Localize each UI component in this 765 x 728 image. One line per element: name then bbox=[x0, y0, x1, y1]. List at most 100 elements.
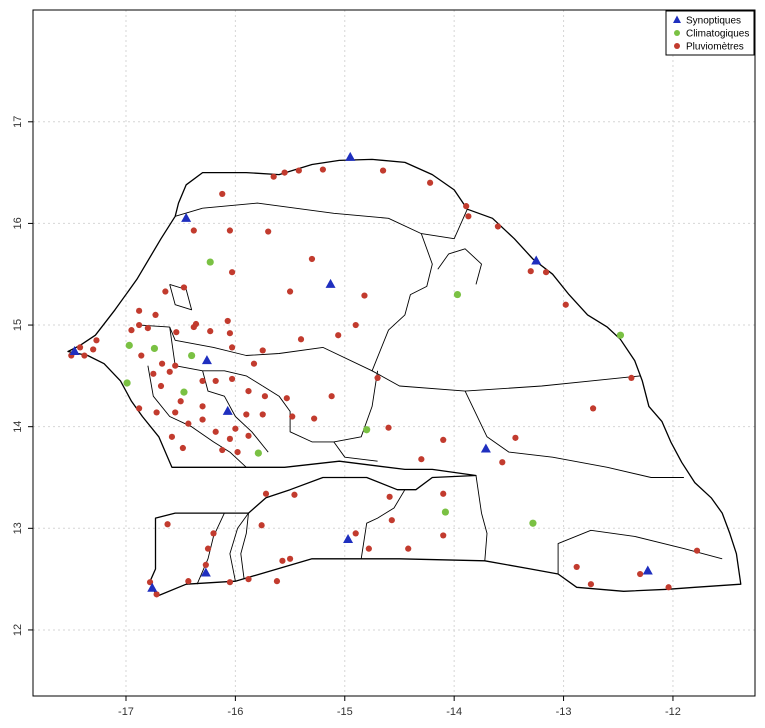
station-pluviometres bbox=[286, 288, 294, 295]
station-pluviometres bbox=[374, 374, 381, 381]
y-tick-label: 17 bbox=[12, 116, 24, 128]
legend-marker bbox=[673, 15, 681, 23]
station-pluviometres bbox=[226, 579, 234, 586]
station-synoptiques bbox=[201, 355, 212, 365]
station-pluviometres bbox=[465, 213, 472, 220]
region-boundary bbox=[147, 365, 247, 468]
station-pluviometres bbox=[527, 268, 534, 275]
station-pluviometres bbox=[199, 403, 206, 410]
station-pluviometres bbox=[440, 436, 447, 443]
station-pluviometres bbox=[207, 328, 214, 335]
station-pluviometres bbox=[291, 491, 298, 498]
station-pluviometres bbox=[587, 581, 595, 588]
x-tick-label: -12 bbox=[665, 706, 681, 718]
station-climatogiques bbox=[188, 351, 196, 360]
station-pluviometres bbox=[427, 179, 434, 186]
station-pluviometres bbox=[270, 173, 277, 180]
station-pluviometres bbox=[311, 415, 318, 422]
region-boundary bbox=[229, 512, 249, 582]
station-pluviometres bbox=[234, 448, 241, 456]
station-pluviometres bbox=[562, 301, 569, 308]
station-pluviometres bbox=[308, 255, 316, 263]
legend-marker bbox=[674, 43, 680, 49]
station-climatogiques bbox=[441, 508, 450, 516]
station-pluviometres bbox=[245, 388, 252, 395]
station-pluviometres bbox=[273, 578, 281, 585]
station-pluviometres bbox=[190, 227, 197, 234]
station-pluviometres bbox=[228, 269, 236, 276]
station-pluviometres bbox=[166, 368, 173, 375]
station-pluviometres bbox=[265, 228, 272, 235]
station-pluviometres bbox=[212, 377, 219, 385]
station-pluviometres bbox=[212, 428, 219, 435]
station-climatogiques bbox=[363, 426, 371, 434]
station-synoptiques bbox=[531, 255, 542, 265]
station-pluviometres bbox=[162, 288, 169, 295]
station-climatogiques bbox=[180, 388, 188, 396]
station-pluviometres bbox=[164, 521, 171, 528]
legend-label: Synoptiques bbox=[686, 16, 741, 27]
x-tick-label: -14 bbox=[446, 706, 462, 718]
station-pluviometres bbox=[138, 352, 145, 359]
region-boundary bbox=[169, 283, 193, 311]
station-pluviometres bbox=[210, 530, 217, 537]
station-pluviometres bbox=[259, 411, 266, 418]
station-pluviometres bbox=[128, 327, 135, 334]
station-pluviometres bbox=[144, 325, 151, 332]
station-pluviometres bbox=[202, 561, 209, 568]
station-pluviometres bbox=[146, 579, 154, 586]
station-pluviometres bbox=[328, 393, 335, 400]
station-pluviometres bbox=[440, 490, 447, 497]
y-tick-label: 14 bbox=[12, 421, 24, 433]
station-pluviometres bbox=[93, 337, 100, 344]
station-pluviometres bbox=[405, 545, 412, 552]
station-pluviometres bbox=[297, 336, 305, 343]
stations bbox=[68, 151, 701, 598]
station-pluviometres bbox=[136, 321, 143, 329]
station-pluviometres bbox=[573, 563, 580, 571]
station-climatogiques bbox=[150, 344, 159, 353]
station-synoptiques bbox=[200, 567, 211, 577]
station-synoptiques bbox=[69, 345, 80, 355]
x-tick-label: -16 bbox=[227, 706, 243, 718]
station-pluviometres bbox=[512, 434, 519, 441]
station-climatogiques bbox=[206, 258, 214, 266]
station-pluviometres bbox=[173, 329, 180, 336]
legend-marker bbox=[674, 30, 680, 36]
station-synoptiques bbox=[343, 533, 354, 543]
y-tick-label: 16 bbox=[12, 217, 24, 229]
station-climatogiques bbox=[453, 290, 462, 299]
station-pluviometres bbox=[352, 321, 359, 329]
station-climatogiques bbox=[529, 519, 537, 527]
station-synoptiques bbox=[642, 565, 653, 575]
region-boundary bbox=[464, 390, 684, 478]
station-climatogiques bbox=[123, 379, 131, 387]
axes: -17 -16 -15 -14 -13 -12 12 13 14 15 16 17 bbox=[12, 116, 681, 718]
region-boundary bbox=[175, 207, 203, 217]
station-pluviometres bbox=[172, 409, 179, 416]
station-pluviometres bbox=[440, 532, 447, 539]
station-pluviometres bbox=[245, 432, 252, 439]
station-pluviometres bbox=[153, 409, 160, 416]
region-boundary bbox=[202, 370, 269, 453]
station-pluviometres bbox=[352, 530, 359, 537]
station-pluviometres bbox=[81, 352, 88, 359]
station-pluviometres bbox=[289, 413, 296, 420]
region-boundary bbox=[557, 529, 723, 574]
station-pluviometres bbox=[76, 344, 84, 351]
station-pluviometres bbox=[386, 493, 393, 500]
station-pluviometres bbox=[177, 398, 184, 405]
station-synoptiques bbox=[222, 405, 233, 415]
senegal-border bbox=[67, 158, 742, 598]
station-pluviometres bbox=[136, 307, 143, 314]
station-pluviometres bbox=[542, 269, 550, 276]
station-pluviometres bbox=[152, 311, 159, 318]
station-pluviometres bbox=[319, 166, 326, 173]
station-pluviometres bbox=[418, 456, 425, 463]
legend-label: Pluviomètres bbox=[686, 42, 744, 53]
station-pluviometres bbox=[158, 360, 166, 367]
station-synoptiques bbox=[181, 212, 192, 222]
station-climatogiques bbox=[254, 449, 262, 457]
